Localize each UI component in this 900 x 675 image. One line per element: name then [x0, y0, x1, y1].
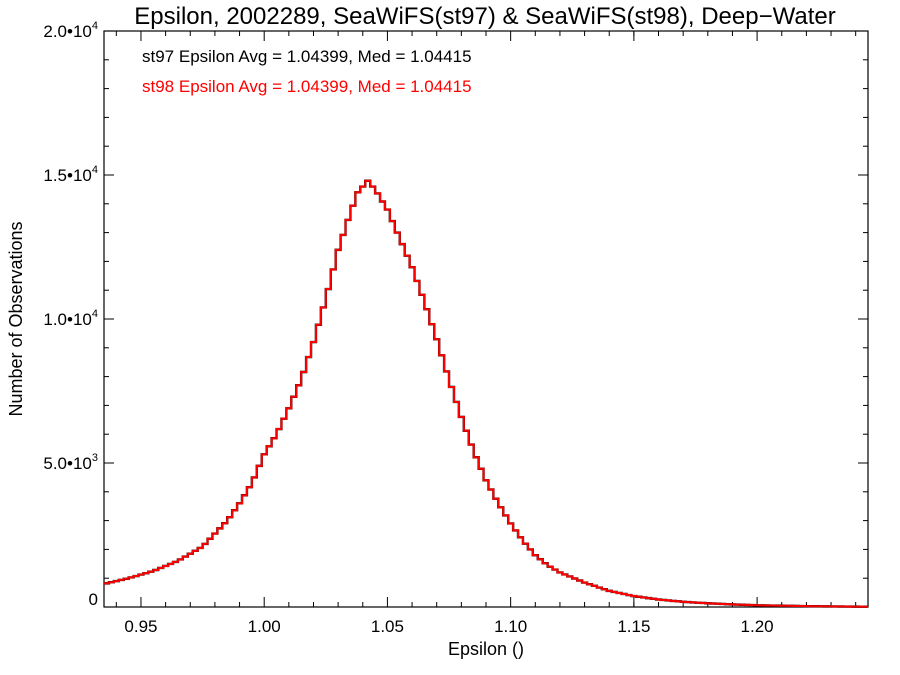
series-layer: [104, 179, 868, 608]
x-axis: 0.95 1.00 1.05 1.10 1.15 1.20: [115, 31, 857, 636]
y-tick-label: 2.0•104: [43, 20, 98, 41]
y-tick-label: 5.0•103: [43, 452, 98, 473]
y-tick-exponent: 4: [92, 20, 98, 32]
series-st98-line: [104, 179, 868, 608]
series-st97-line: [104, 179, 868, 608]
x-axis-label: Epsilon (): [448, 639, 524, 659]
y-axis-label: Number of Observations: [6, 221, 26, 416]
y-tick-label: 0: [89, 590, 98, 609]
x-tick-label: 1.05: [371, 617, 404, 636]
y-axis: 0 5.0•103 1.0•104 1.5•104 2.0•104: [43, 20, 868, 609]
y-tick-exponent: 4: [92, 308, 98, 320]
x-tick-label: 1.10: [494, 617, 527, 636]
plot-frame: [103, 30, 869, 608]
y-tick-exponent: 3: [92, 452, 98, 464]
chart-title: Epsilon, 2002289, SeaWiFS(st97) & SeaWiF…: [134, 3, 835, 30]
annotation-st97: st97 Epsilon Avg = 1.04399, Med = 1.0441…: [142, 47, 472, 66]
x-tick-label: 0.95: [124, 617, 157, 636]
x-tick-label: 1.20: [741, 617, 774, 636]
y-tick-label: 1.0•104: [43, 308, 98, 329]
y-tick-label: 1.5•104: [43, 164, 98, 185]
x-tick-label: 1.15: [617, 617, 650, 636]
annotation-st98: st98 Epsilon Avg = 1.04399, Med = 1.0441…: [142, 77, 472, 96]
x-tick-label: 1.00: [248, 617, 281, 636]
y-tick-exponent: 4: [92, 164, 98, 176]
